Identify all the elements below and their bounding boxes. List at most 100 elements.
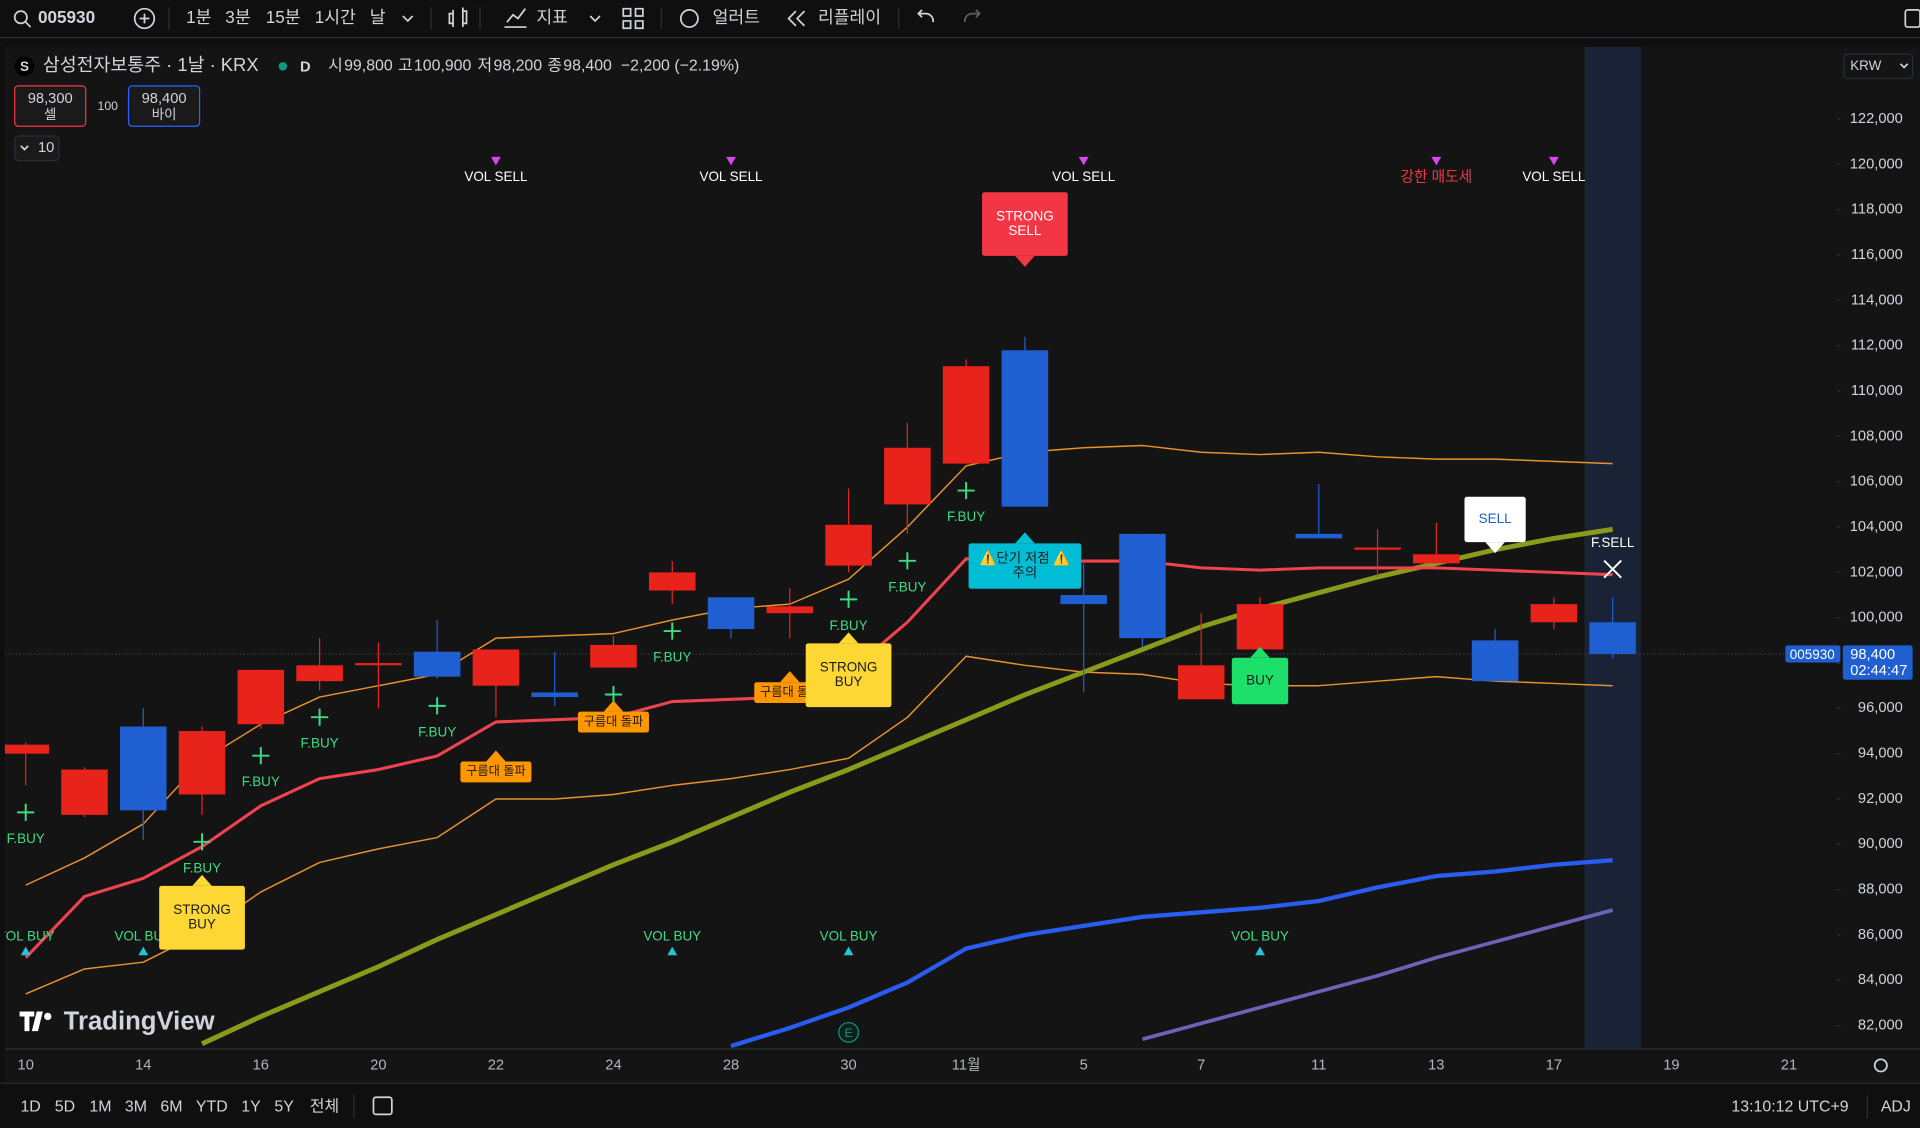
replay-icon[interactable] <box>787 10 806 27</box>
candle-body <box>1589 622 1636 654</box>
y-tick-label: 114,000 <box>1851 292 1903 308</box>
legend-value: 98,400 <box>563 57 612 74</box>
redo[interactable] <box>963 9 981 23</box>
range[interactable]: 1M <box>89 1098 111 1115</box>
sell-button[interactable] <box>14 85 87 127</box>
vol-buy-label: VOL BUY <box>1231 928 1289 943</box>
logo <box>14 56 35 77</box>
event-label: E <box>844 1026 852 1040</box>
fbuy-label: F.BUY <box>418 724 456 739</box>
legend-value: 99,800 <box>344 57 393 74</box>
price-tag-price: 98,400 <box>1850 647 1895 663</box>
interval[interactable]: 15분 <box>266 7 301 27</box>
add-symbol <box>139 13 150 24</box>
candle-body <box>4 744 49 754</box>
range[interactable]: 5Y <box>274 1098 294 1115</box>
goto-date[interactable] <box>372 1096 393 1116</box>
range[interactable]: 5D <box>55 1098 75 1115</box>
interval[interactable]: 날 <box>370 7 386 27</box>
alert-icon[interactable] <box>679 9 699 28</box>
indicators[interactable]: 지표 <box>536 7 568 27</box>
currency-box[interactable] <box>1843 53 1914 80</box>
range[interactable]: 3M <box>125 1098 147 1115</box>
candle-body <box>942 366 990 464</box>
price-tag-symbol-box <box>1785 645 1841 663</box>
search-icon[interactable] <box>13 10 28 25</box>
signal-box <box>1464 496 1526 543</box>
range[interactable]: YTD <box>196 1098 228 1115</box>
x-tick-label: 17 <box>1546 1057 1562 1073</box>
y-tick-label: 96,000 <box>1858 700 1903 716</box>
fsell-label: F.SELL <box>1591 535 1635 550</box>
candle-body <box>1236 604 1284 650</box>
interval[interactable]: 3분 <box>225 7 250 27</box>
candle-body <box>590 644 637 668</box>
buy-label: 바이 <box>152 107 177 122</box>
signal-pointer <box>192 874 212 886</box>
signal-pointer <box>1015 532 1035 544</box>
indicator-line <box>201 526 1614 1046</box>
signal-pointer <box>1015 255 1035 267</box>
y-tick-label: 86,000 <box>1858 927 1903 943</box>
interval-menu[interactable] <box>402 15 414 23</box>
y-tick-label: 102,000 <box>1850 564 1903 580</box>
signal-box <box>460 761 532 783</box>
candle-body <box>1530 604 1578 623</box>
legend-value: 98,200 <box>493 57 542 74</box>
x-tick-label: 11 <box>1311 1057 1326 1073</box>
fbuy-label: F.BUY <box>653 650 691 665</box>
currency-menu <box>1899 63 1909 69</box>
y-tick-label: 122,000 <box>1850 111 1903 127</box>
candle-body <box>825 524 872 566</box>
settings[interactable] <box>1873 1058 1888 1073</box>
candle-body <box>413 651 461 677</box>
candle-body <box>296 665 343 682</box>
vol-sell-marker <box>1548 156 1559 166</box>
legend-label: 종 <box>547 57 562 74</box>
signal-pointer <box>1250 646 1270 658</box>
indicators-menu[interactable] <box>589 15 601 23</box>
add-symbol[interactable] <box>133 7 156 30</box>
order-qty[interactable]: 100 <box>98 99 119 113</box>
panel-toggle[interactable] <box>1904 9 1920 28</box>
watermark: TradingView <box>19 1007 216 1035</box>
y-tick-label: 108,000 <box>1850 428 1903 444</box>
y-tick-label: 120,000 <box>1850 156 1903 172</box>
legend-title[interactable]: 삼성전자보통주 · 1날 · KRX <box>43 54 259 75</box>
search-icon <box>25 21 32 28</box>
range[interactable]: 1Y <box>241 1098 261 1115</box>
chart-type-icon[interactable] <box>448 7 468 28</box>
interval[interactable]: 1분 <box>186 7 211 27</box>
undo[interactable] <box>917 9 934 23</box>
x-tick-label: 11월 <box>952 1056 981 1073</box>
adjust[interactable]: ADJ <box>1881 1098 1911 1115</box>
x-tick-label: 24 <box>605 1057 621 1073</box>
signal-text: SELL <box>1008 223 1041 238</box>
fbuy-label: F.BUY <box>947 509 985 524</box>
interval[interactable]: 1시간 <box>315 7 356 27</box>
buy-button[interactable] <box>127 85 201 127</box>
fbuy-label: F.BUY <box>7 831 45 846</box>
indicators-icon[interactable] <box>504 8 527 28</box>
signal-text: 구름대 돌파 <box>584 714 644 728</box>
indicator-toggle[interactable] <box>14 135 60 162</box>
range[interactable]: 1D <box>20 1098 40 1115</box>
fbuy-label: F.BUY <box>888 579 926 594</box>
legend-label: 시 <box>328 57 343 74</box>
range[interactable]: 전체 <box>310 1097 339 1115</box>
alerts[interactable]: 얼러트 <box>713 7 760 27</box>
price-tag-countdown: 02:44:47 <box>1850 663 1907 679</box>
y-tick-label: 88,000 <box>1858 882 1903 898</box>
replay[interactable]: 리플레이 <box>818 7 881 27</box>
indicator-line <box>730 858 1613 1049</box>
layout-icon[interactable] <box>622 7 644 30</box>
price-tag-symbol: 005930 <box>1790 647 1835 662</box>
signal-text: STRONG <box>996 208 1054 223</box>
legend-value: 100,900 <box>414 57 472 74</box>
range[interactable]: 6M <box>160 1098 182 1115</box>
signals: F.BUY F.BUY F.BUY F.BUY F.BUY F.BUY F.BUY F.BUY… <box>5 156 1635 1043</box>
toolbar: 005930 1분 3분 15분 1시간 날 지표 얼러트 리플레이 <box>13 7 1920 30</box>
signal-text: STRONG <box>820 659 878 674</box>
symbol[interactable]: 005930 <box>38 7 95 27</box>
legend: S 삼성전자보통주 · 1날 · KRX D 시 99,800 고 100,90… <box>14 54 739 162</box>
